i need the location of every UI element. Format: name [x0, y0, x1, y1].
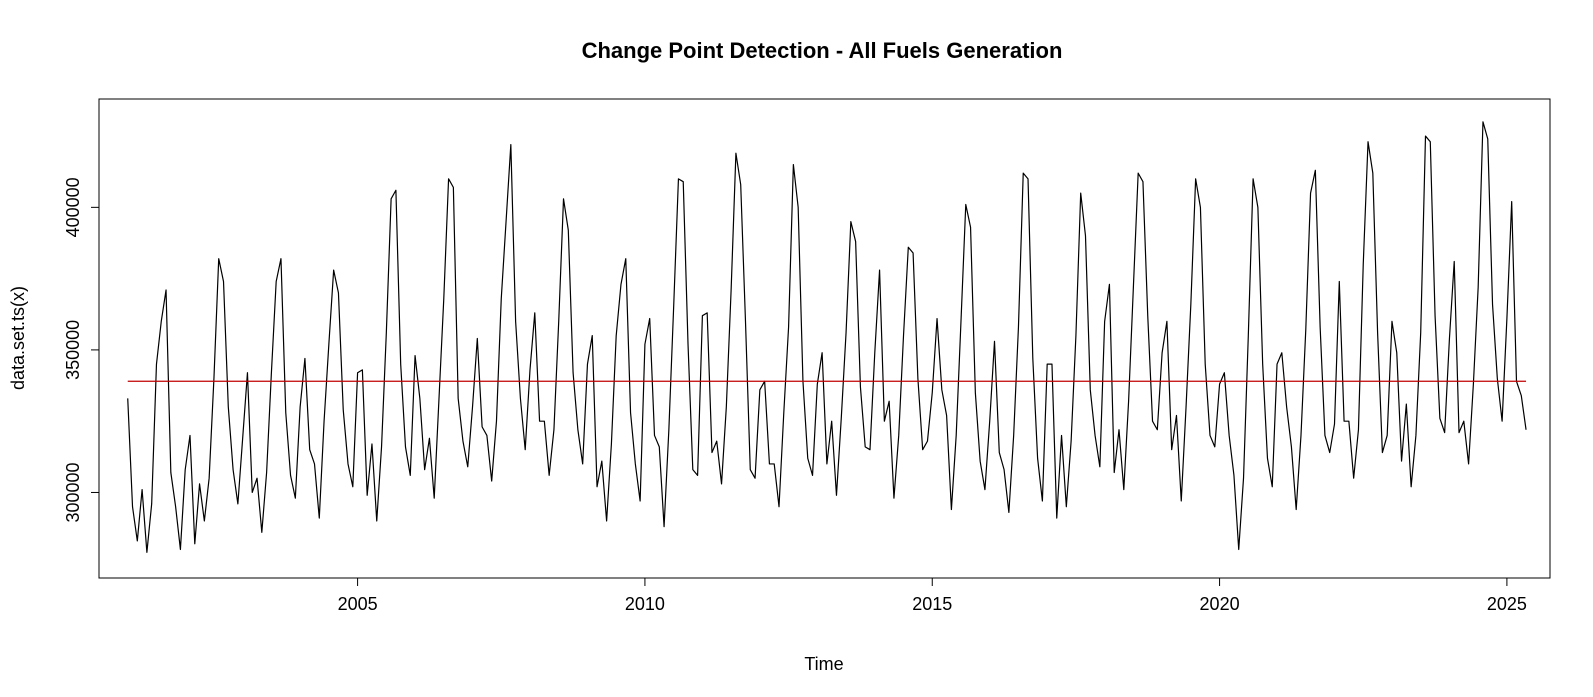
x-tick-label: 2025	[1487, 594, 1527, 614]
x-axis: 2005 2010 2015 2020 2025	[338, 577, 1527, 614]
chart-title: Change Point Detection - All Fuels Gener…	[582, 38, 1063, 63]
y-tick-label: 400000	[63, 177, 83, 237]
y-axis-label: data.set.ts(x)	[8, 286, 28, 390]
plot-frame	[98, 98, 1551, 579]
series-line	[127, 121, 1527, 553]
x-tick-label: 2005	[338, 594, 378, 614]
x-axis-label: Time	[804, 654, 843, 674]
x-tick-label: 2010	[625, 594, 665, 614]
plot-area	[127, 121, 1527, 553]
y-tick-label: 350000	[63, 320, 83, 380]
x-tick-label: 2020	[1200, 594, 1240, 614]
x-tick-label: 2015	[912, 594, 952, 614]
y-axis: 300000 350000 400000	[63, 177, 100, 523]
y-tick-label: 300000	[63, 462, 83, 522]
